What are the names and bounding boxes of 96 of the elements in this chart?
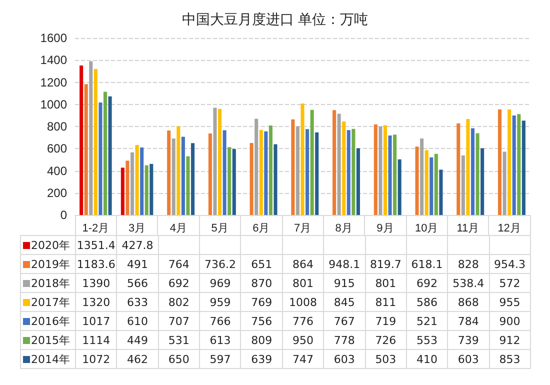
x-tick-label: 6月 (252, 222, 270, 234)
data-label: 449 (116, 330, 158, 350)
data-label: 969 (200, 274, 241, 292)
data-label: 531 (158, 330, 200, 350)
data-label: 462 (116, 350, 158, 368)
data-label: 1008 (282, 292, 324, 312)
data-label: 586 (406, 292, 448, 312)
data-label: 802 (158, 292, 200, 312)
data-label: 707 (158, 312, 200, 330)
data-label: 410 (406, 350, 448, 368)
data-label: 597 (200, 350, 241, 368)
data-label: 1320 (76, 292, 117, 312)
data-label: 747 (282, 350, 324, 368)
data-label: 801 (282, 274, 324, 292)
data-label: 756 (240, 312, 282, 330)
data-label: 784 (448, 312, 490, 330)
data-label: 603 (324, 350, 366, 368)
data-label: 845 (324, 292, 366, 312)
y-tick-label: 1400 (40, 53, 68, 68)
x-tick-label: 12月 (498, 222, 521, 234)
data-label: 633 (116, 292, 158, 312)
legend-label: 2019年 (20, 254, 76, 274)
data-label: 853 (489, 350, 530, 368)
legend-label: 2014年 (20, 350, 76, 368)
data-label: 776 (282, 312, 324, 330)
data-label: 503 (365, 350, 406, 368)
x-tick-label: 1-2月 (82, 222, 110, 234)
y-tick-label: 800 (46, 120, 68, 134)
data-label: 692 (158, 274, 200, 292)
data-label: 427.8 (116, 236, 158, 254)
data-label: 769 (240, 292, 282, 312)
x-tick-label: 10月 (414, 222, 438, 234)
x-tick-label: 8月 (335, 222, 352, 234)
data-label: 566 (116, 274, 158, 292)
y-tick-label: 200 (46, 186, 68, 200)
x-tick-label: 7月 (294, 222, 312, 234)
data-label: 692 (406, 274, 448, 292)
data-label: 828 (448, 254, 490, 274)
legend-label: 2020年 (20, 236, 76, 254)
x-tick-label: 3月 (128, 222, 146, 234)
data-label: 538.4 (448, 274, 490, 292)
data-label: 955 (489, 292, 530, 312)
y-tick-label: 600 (46, 142, 68, 156)
data-label: 553 (406, 330, 448, 350)
x-tick-label: 4月 (170, 222, 187, 234)
data-label: 900 (489, 312, 530, 330)
data-label: 650 (158, 350, 200, 368)
data-label: 726 (365, 330, 406, 350)
data-label: 950 (282, 330, 324, 350)
data-label: 1072 (76, 350, 117, 368)
data-label: 766 (200, 312, 241, 330)
x-tick-label: 5月 (211, 222, 228, 234)
data-label: 1114 (76, 330, 117, 350)
legend-label: 2016年 (20, 312, 76, 330)
y-tick-label: 400 (46, 164, 68, 178)
y-tick-label: 1000 (40, 97, 68, 112)
data-label: 954.3 (489, 254, 530, 274)
data-label: 618.1 (406, 254, 448, 274)
data-label: 864 (282, 254, 324, 274)
data-label: 767 (324, 312, 366, 330)
data-label: 610 (116, 312, 158, 330)
data-label: 491 (116, 254, 158, 274)
data-label: 1017 (76, 312, 117, 330)
data-label: 521 (406, 312, 448, 330)
data-label: 572 (489, 274, 530, 292)
data-label: 912 (489, 330, 530, 350)
data-label: 801 (365, 274, 406, 292)
legend-label: 2015年 (20, 330, 76, 350)
data-label: 1351.4 (76, 236, 117, 254)
data-label: 870 (240, 274, 282, 292)
data-label: 819.7 (365, 254, 406, 274)
x-tick-label: 9月 (376, 222, 394, 234)
chart-title: 中国大豆月度进口 单位：万吨 (182, 12, 368, 28)
data-label: 613 (200, 330, 241, 350)
data-label: 778 (324, 330, 366, 350)
data-label: 736.2 (200, 254, 241, 274)
data-label: 1183.6 (76, 254, 117, 274)
data-label: 1390 (76, 274, 117, 292)
data-label: 915 (324, 274, 366, 292)
data-label: 948.1 (324, 254, 366, 274)
data-label: 739 (448, 330, 490, 350)
x-tick-label: 11月 (456, 222, 480, 234)
data-label: 868 (448, 292, 490, 312)
data-label: 959 (200, 292, 241, 312)
legend-label: 2017年 (20, 292, 76, 312)
data-label: 651 (240, 254, 282, 274)
data-label: 811 (365, 292, 406, 312)
y-tick-label: 1200 (40, 75, 68, 90)
data-label: 719 (365, 312, 406, 330)
y-tick-label: 0 (60, 208, 68, 222)
legend-label: 2018年 (20, 274, 76, 292)
data-label: 603 (448, 350, 490, 368)
data-label: 639 (240, 350, 282, 368)
data-label: 764 (158, 254, 200, 274)
y-tick-label: 1600 (40, 31, 68, 45)
data-label: 809 (240, 330, 282, 350)
